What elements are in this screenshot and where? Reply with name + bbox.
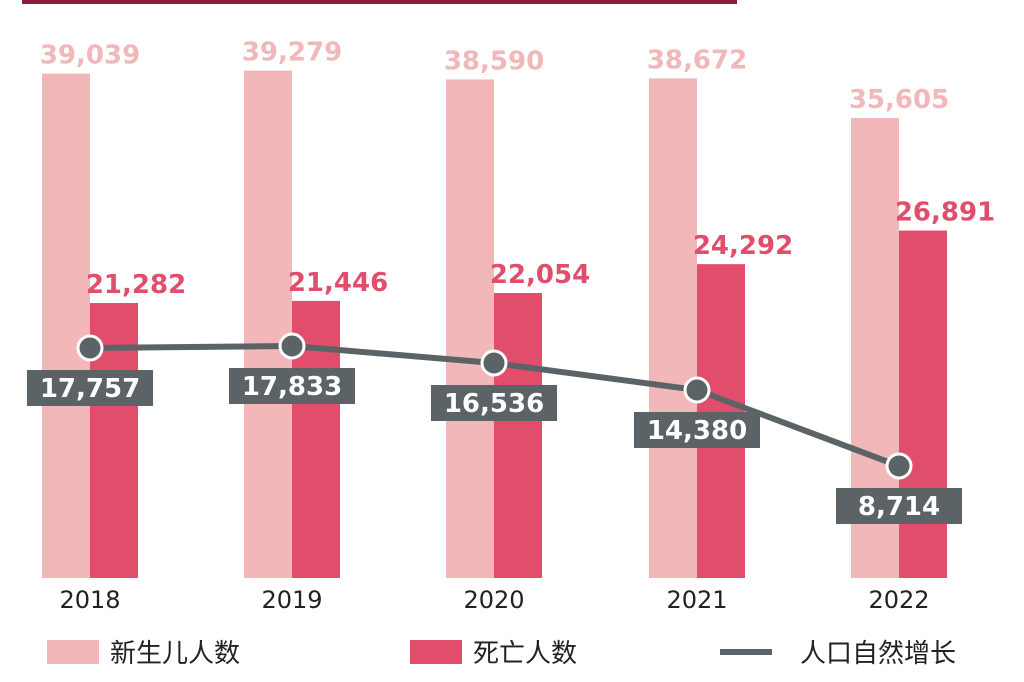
label-births-2021: 38,672 (647, 45, 747, 75)
label-box-net-2018 (27, 370, 153, 406)
point-net-2020 (480, 349, 508, 377)
label-box-net-2022 (836, 488, 962, 524)
label-births-2020: 38,590 (444, 46, 544, 76)
label-box-net-2020 (431, 385, 557, 421)
point-net-2021 (683, 376, 711, 404)
legend-swatch-deaths (410, 640, 462, 664)
label-net-2018: 17,757 (40, 374, 140, 404)
label-net-2022: 8,714 (858, 492, 940, 522)
legend-label-deaths: 死亡人数 (473, 639, 577, 669)
label-box-net-2019 (229, 368, 355, 404)
label-deaths-2018: 21,282 (86, 270, 186, 300)
x-tick-2021: 2021 (666, 586, 727, 614)
x-tick-2022: 2022 (868, 586, 929, 614)
label-births-2022: 35,605 (849, 85, 949, 115)
label-deaths-2022: 26,891 (895, 198, 995, 228)
bar-births-2021 (649, 78, 697, 578)
label-box-net-2021 (634, 412, 760, 448)
label-deaths-2019: 21,446 (288, 268, 388, 298)
x-tick-2018: 2018 (59, 586, 120, 614)
bar-births-2018 (42, 73, 90, 578)
label-net-2019: 17,833 (242, 372, 342, 402)
bar-deaths-2020 (494, 293, 542, 578)
x-tick-2020: 2020 (463, 586, 524, 614)
legend-swatch-births (47, 640, 99, 664)
point-net-2018 (76, 334, 104, 362)
bar-births-2019 (244, 70, 292, 578)
label-births-2018: 39,039 (40, 41, 140, 71)
legend-label-births: 新生儿人数 (110, 639, 240, 669)
point-net-2022 (885, 452, 913, 480)
bar-births-2020 (446, 79, 494, 578)
label-deaths-2020: 22,054 (490, 260, 590, 290)
x-tick-2019: 2019 (261, 586, 322, 614)
label-net-2020: 16,536 (444, 389, 544, 419)
top-accent-bar (22, 0, 737, 4)
point-net-2019 (278, 332, 306, 360)
legend-label-net-growth: 人口自然增长 (800, 639, 956, 669)
label-net-2021: 14,380 (647, 416, 747, 446)
bar-deaths-2022 (899, 230, 947, 578)
label-births-2019: 39,279 (242, 38, 342, 68)
label-deaths-2021: 24,292 (693, 231, 793, 261)
